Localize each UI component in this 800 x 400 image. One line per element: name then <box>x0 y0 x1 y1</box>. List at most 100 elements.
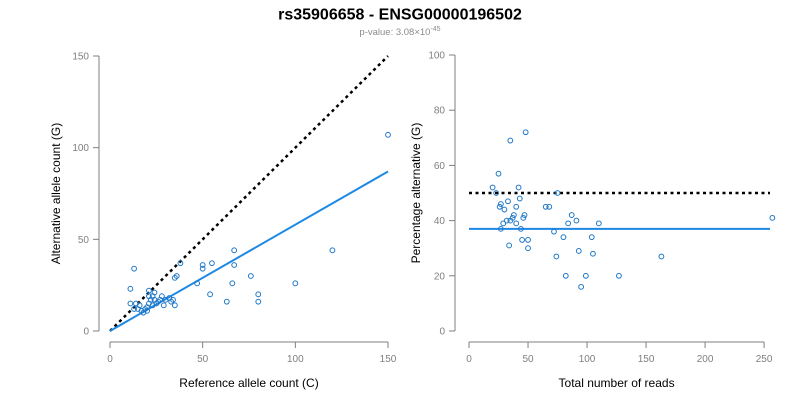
right-x-tick-label: 150 <box>638 354 655 365</box>
right-data-point <box>497 201 504 207</box>
right-data-point <box>578 283 585 290</box>
left-data-point <box>385 131 391 138</box>
right-data-point <box>519 237 526 243</box>
right-data-point <box>489 184 496 191</box>
left-data-point <box>231 247 238 254</box>
right-y-tick-label: 100 <box>428 51 445 62</box>
left-y-tick-label: 0 <box>83 327 89 338</box>
right-data-point <box>515 184 522 191</box>
left-data-point <box>158 293 165 300</box>
right-data-point <box>551 228 557 235</box>
figure-title: rs35906658 - ENSG00000196502 <box>278 7 522 24</box>
left-data-point <box>131 306 137 312</box>
right-data-point <box>518 225 524 232</box>
left-x-tick-label: 50 <box>197 354 209 365</box>
right-data-point <box>542 203 549 210</box>
left-data-point <box>329 247 336 254</box>
right-data-point <box>497 225 504 232</box>
left-x-axis-title: Reference allele count (C) <box>179 376 318 390</box>
right-x-axis-title: Total number of reads <box>559 376 675 390</box>
left-data-point <box>127 285 134 292</box>
right-data-point <box>522 129 529 136</box>
left-data-point <box>199 262 206 268</box>
right-data-point <box>582 272 589 279</box>
right-x-tick-label: 200 <box>697 354 714 365</box>
right-x-tick-label: 0 <box>466 354 472 365</box>
left-data-point <box>231 262 238 268</box>
left-data-point <box>173 273 180 279</box>
left-data-point <box>292 280 299 287</box>
right-y-tick-label: 80 <box>434 106 446 117</box>
right-data-point <box>565 220 572 227</box>
left-data-point <box>160 302 167 309</box>
right-data-point <box>573 217 580 224</box>
left-data-point <box>199 265 206 272</box>
right-data-point <box>500 220 507 227</box>
left-y-tick-label: 50 <box>78 235 90 246</box>
right-scatter-panel: 0 50 100 150 200 250 0 20 40 60 80 100 Total number … <box>409 51 776 390</box>
right-data-point <box>562 272 569 279</box>
left-data-point <box>127 300 134 307</box>
left-data-point <box>194 280 201 287</box>
left-data-point <box>247 273 254 279</box>
right-data-point <box>506 242 513 249</box>
right-y-axis-title: Percentage alternative (G) <box>409 123 423 264</box>
left-data-point <box>207 291 213 298</box>
right-data-point <box>560 234 567 241</box>
right-data-point <box>588 234 595 241</box>
left-data-point <box>223 298 230 305</box>
right-y-tick-label: 60 <box>434 161 446 172</box>
right-data-point <box>553 253 560 260</box>
right-data-point <box>546 203 553 210</box>
right-data-point <box>575 248 582 254</box>
right-data-point <box>496 203 503 210</box>
right-data-point <box>525 237 531 243</box>
right-data-point <box>509 214 516 221</box>
right-data-point <box>493 190 500 196</box>
right-data-point <box>513 203 520 210</box>
right-x-tick-label: 50 <box>522 354 534 365</box>
left-data-point <box>146 287 152 294</box>
right-data-point <box>516 195 523 202</box>
left-data-point <box>136 302 143 309</box>
right-data-point <box>568 212 575 218</box>
figure-subtitle: p-value: 3.08×10-45 <box>359 26 440 38</box>
right-data-point <box>503 217 510 224</box>
right-data-point <box>616 272 622 279</box>
right-data-point <box>590 250 596 257</box>
left-data-point <box>144 307 150 314</box>
left-data-point <box>255 291 262 298</box>
left-y-tick-label: 100 <box>72 143 89 154</box>
right-data-point <box>520 214 527 221</box>
right-data-point <box>554 190 561 196</box>
left-data-point <box>151 289 158 296</box>
right-data-point <box>513 220 520 227</box>
right-data-point <box>525 245 531 252</box>
right-data-point <box>505 198 511 205</box>
right-data-point <box>495 170 502 177</box>
right-data-point <box>507 137 514 144</box>
left-y-axis-title: Alternative allele count (G) <box>49 123 63 264</box>
left-data-point <box>170 296 176 303</box>
left-x-tick-label: 100 <box>287 354 304 365</box>
right-y-tick-label: 20 <box>434 271 446 282</box>
right-data-point <box>501 206 508 213</box>
left-y-tick-label: 150 <box>72 52 89 63</box>
left-scatter-panel: 0 50 100 150 0 50 100 150 Reference allele count… <box>49 52 397 391</box>
p-value-text: p-value: 3.08×10 <box>359 27 430 38</box>
right-x-tick-label: 100 <box>579 354 596 365</box>
left-x-tick-label: 0 <box>107 354 113 365</box>
right-data-point <box>769 214 776 221</box>
right-y-tick-label: 40 <box>434 216 446 227</box>
left-fit-line <box>109 170 389 332</box>
right-data-point <box>521 212 528 218</box>
left-data-point <box>177 260 184 267</box>
right-data-point <box>510 212 517 218</box>
left-data-point <box>229 280 236 287</box>
right-y-tick-label: 0 <box>439 327 445 338</box>
p-value-exponent: -45 <box>430 26 440 33</box>
left-data-point <box>255 298 262 305</box>
left-data-point <box>131 265 137 272</box>
right-data-point <box>595 220 602 227</box>
